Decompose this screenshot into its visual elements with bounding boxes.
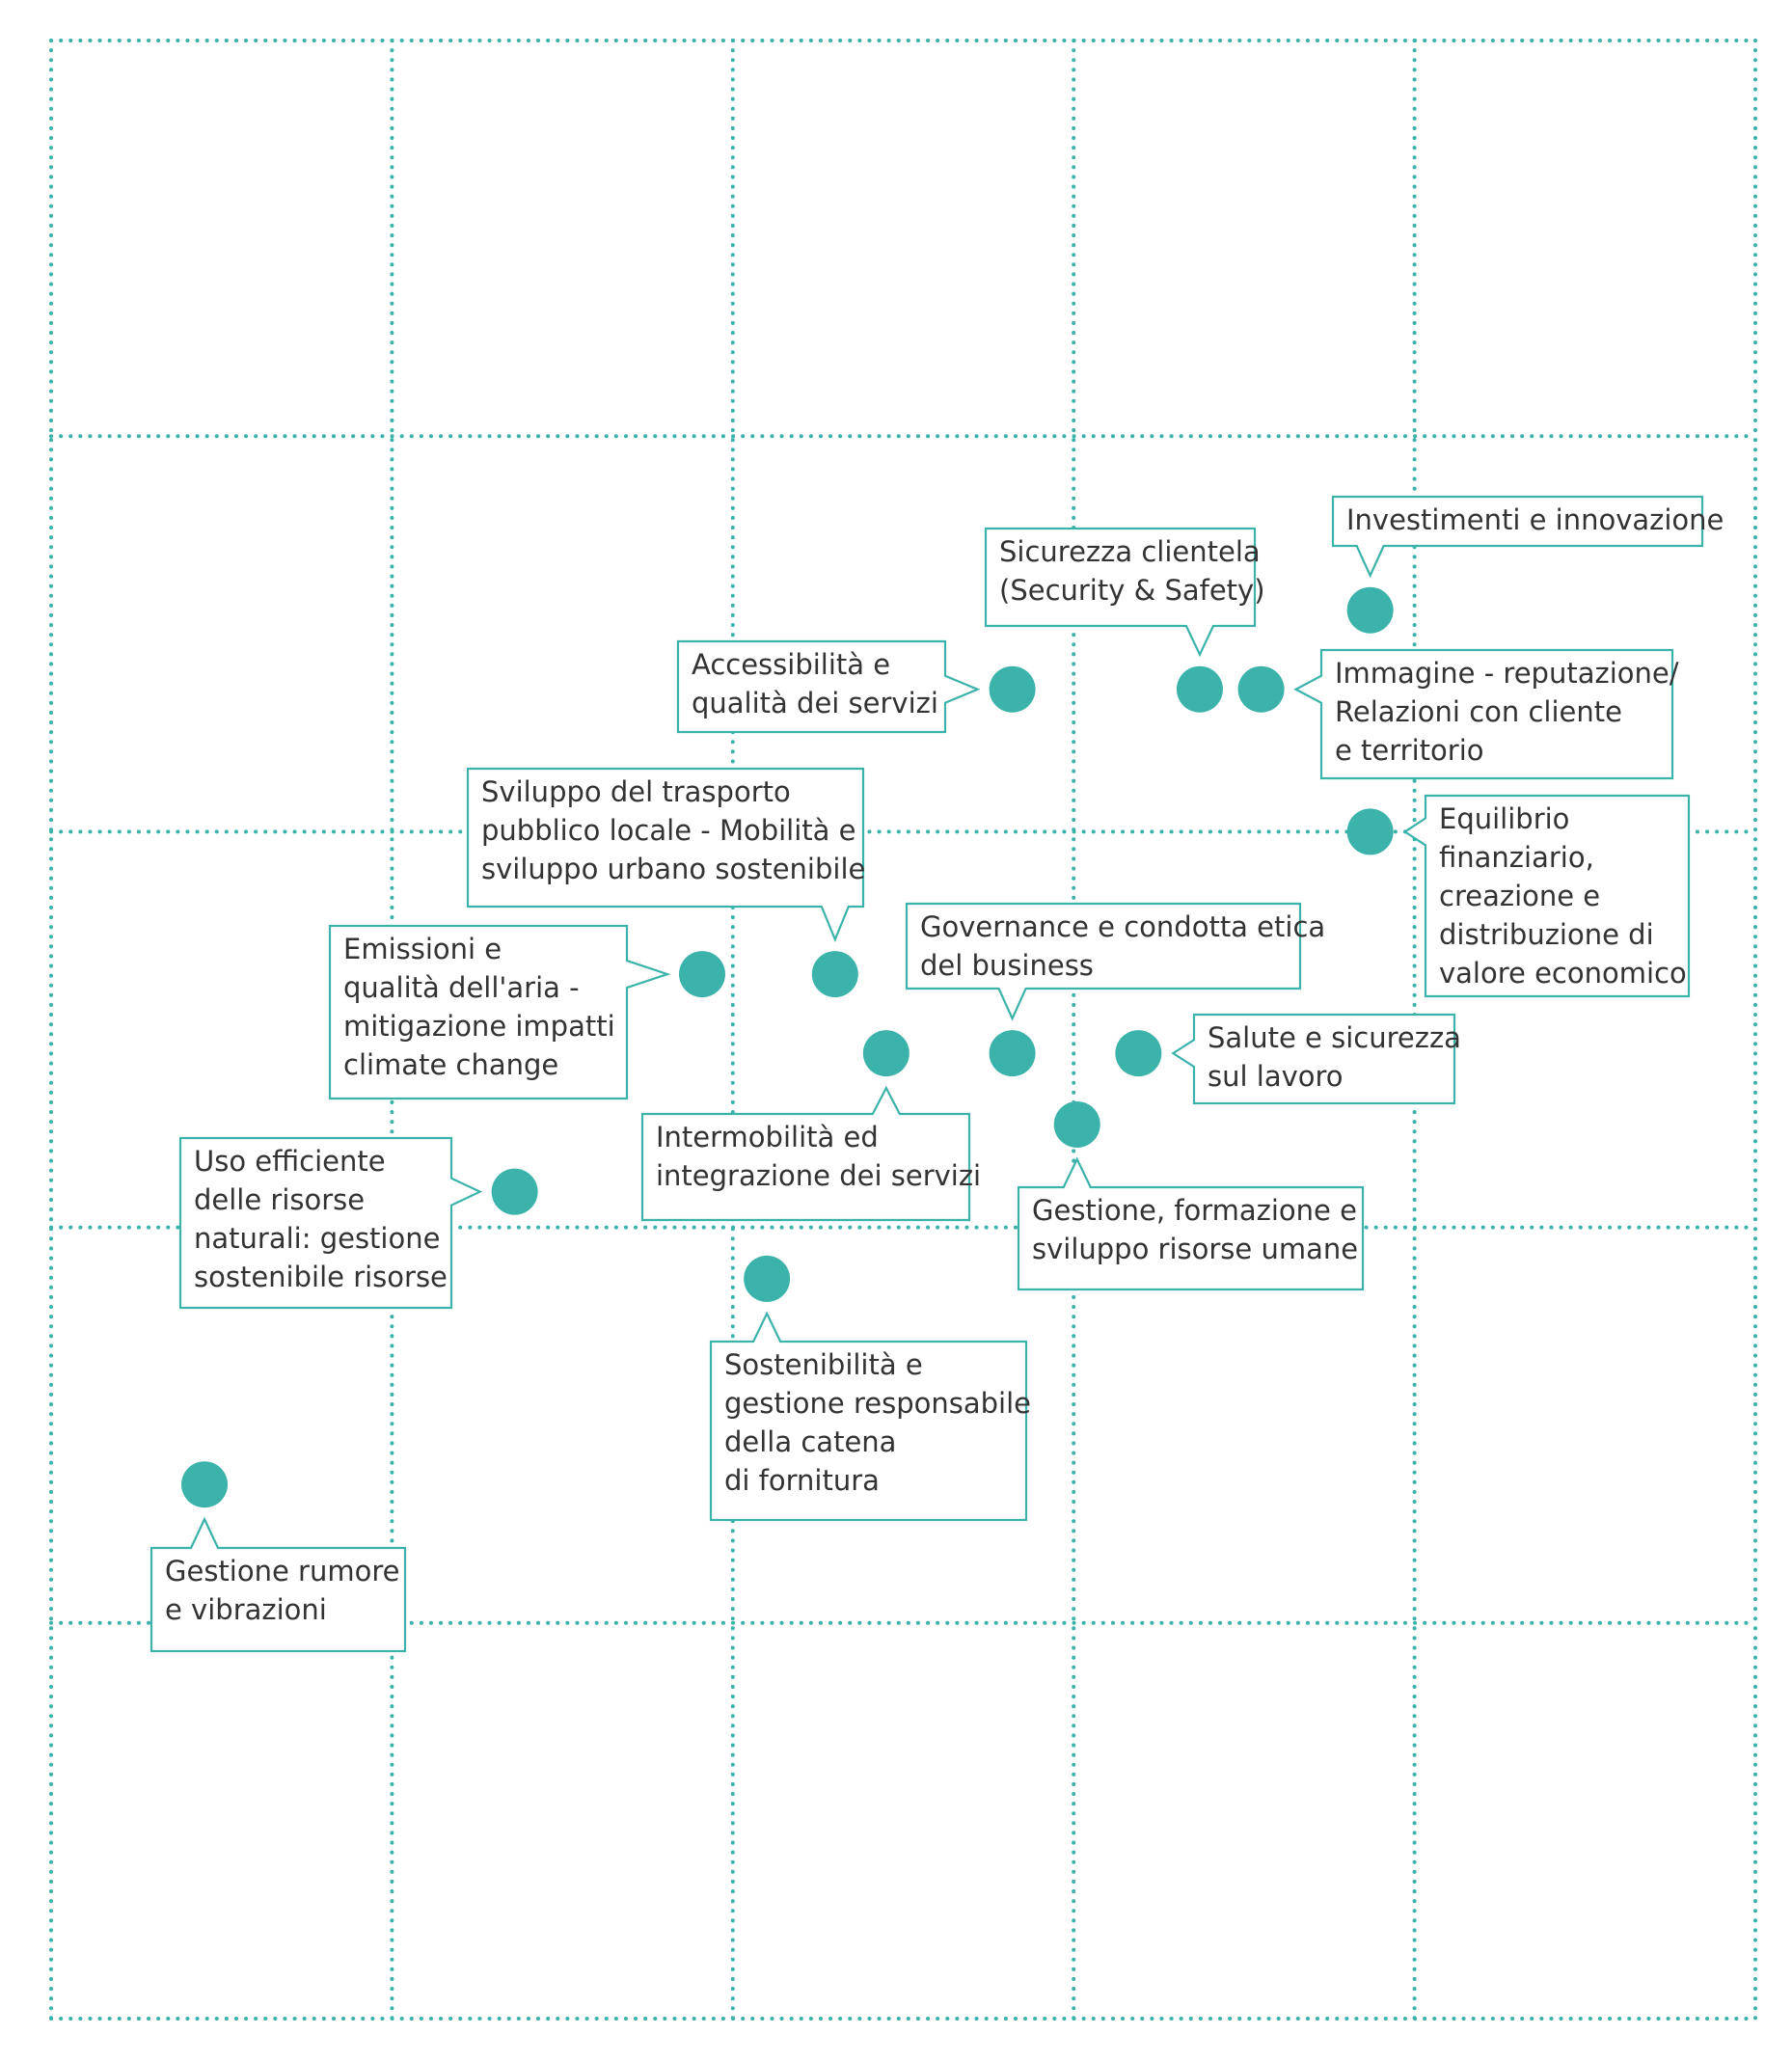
- data-point: [1346, 586, 1394, 634]
- point-label-line: qualità dei servizi: [692, 687, 938, 719]
- point-label-line: Relazioni con cliente: [1335, 695, 1622, 728]
- data-point: [1237, 665, 1285, 713]
- point-label: Accessibilità e qualità dei servizi: [692, 648, 938, 719]
- point-label-line: valore economico: [1439, 957, 1687, 990]
- point-label: Salute e sicurezza sul lavoro: [1208, 1021, 1461, 1093]
- point-label-line: Sviluppo del trasporto: [481, 775, 791, 808]
- point-label-line: e vibrazioni: [165, 1593, 327, 1626]
- callout-box: [1171, 1013, 1456, 1105]
- data-point: [1346, 808, 1394, 855]
- point-label-line: Investimenti e innovazione: [1346, 503, 1724, 536]
- point-label-line: Equilibrio: [1439, 802, 1569, 835]
- callout-box: [1331, 495, 1704, 579]
- point-label-line: mitigazione impatti: [343, 1010, 615, 1043]
- point-label: Immagine - reputazione/Relazioni con cli…: [1335, 657, 1679, 767]
- point-label-line: gestione responsabile: [724, 1387, 1031, 1420]
- point-label-line: Gestione, formazione e: [1032, 1194, 1357, 1227]
- point-label-line: Sicurezza clientela: [999, 535, 1261, 568]
- point-label: Intermobilità ed integrazione dei servizi: [656, 1121, 981, 1192]
- point-label-line: pubblico locale - Mobilità e: [481, 814, 855, 847]
- callout-box: [640, 1085, 971, 1222]
- point-label: Investimenti e innovazione: [1346, 503, 1724, 536]
- point-label: Sostenibilità e gestione responsabile dell…: [724, 1348, 1031, 1497]
- point-label-line: Uso efficiente: [194, 1145, 386, 1178]
- callout-box: [709, 1311, 1028, 1522]
- point-label-line: del business: [920, 949, 1094, 982]
- point-label-line: naturali: gestione: [194, 1222, 440, 1255]
- data-point: [989, 665, 1036, 713]
- point-label-line: (Security & Safety): [999, 574, 1265, 607]
- point-label: Gestione, formazione e sviluppo risorse u…: [1032, 1194, 1358, 1265]
- data-point: [1176, 665, 1223, 713]
- point-label-line: Salute e sicurezza: [1208, 1021, 1461, 1054]
- data-point: [678, 951, 725, 998]
- point-label-line: finanziario,: [1439, 841, 1594, 874]
- data-point: [811, 951, 858, 998]
- point-label-line: Gestione rumore: [165, 1555, 399, 1587]
- callout-box: [1402, 794, 1691, 998]
- point-label-line: sul lavoro: [1208, 1060, 1344, 1093]
- point-label-line: sviluppo urbano sostenibile: [481, 853, 865, 885]
- point-label: Governance e condotta etica del business: [920, 910, 1325, 982]
- callout-box: [178, 1136, 483, 1310]
- point-label-line: di fornitura: [724, 1464, 880, 1497]
- point-label-line: delle risorse: [194, 1183, 365, 1216]
- point-label-line: creazione e: [1439, 880, 1600, 912]
- point-label: Sviluppo del trasporto pubblico locale - …: [481, 775, 865, 885]
- point-label-line: sostenibile risorse: [194, 1261, 448, 1293]
- point-label-line: Sostenibilità e: [724, 1348, 923, 1381]
- callout-box: [1017, 1156, 1365, 1291]
- point-label-line: sviluppo risorse umane: [1032, 1233, 1358, 1265]
- point-label: Gestione rumore e vibrazioni: [165, 1555, 399, 1626]
- point-label-line: Accessibilità e: [692, 648, 890, 681]
- data-point: [1053, 1100, 1100, 1148]
- callout-box: [905, 902, 1302, 1021]
- callouts: Investimenti e innovazione Sicurezza clie…: [149, 495, 1724, 1653]
- point-label-line: climate change: [343, 1048, 558, 1081]
- data-point: [181, 1461, 229, 1508]
- point-label: Equilibrio finanziario, creazione e distrib…: [1439, 802, 1687, 990]
- data-point: [491, 1168, 538, 1215]
- point-label-line: e territorio: [1335, 734, 1484, 767]
- point-label-line: Immagine - reputazione/: [1335, 657, 1679, 690]
- point-label-line: qualità dell'aria -: [343, 971, 580, 1004]
- data-point: [1115, 1030, 1162, 1077]
- callout-box: [984, 527, 1257, 658]
- point-label-line: Intermobilità ed: [656, 1121, 879, 1153]
- point-label-line: integrazione dei servizi: [656, 1159, 981, 1192]
- point-label: Sicurezza clientela (Security & Safety): [999, 535, 1265, 607]
- point-label-line: Emissioni e: [343, 933, 502, 965]
- point-label-line: della catena: [724, 1425, 896, 1458]
- grid-lines: [49, 39, 1757, 2021]
- point-label-line: distribuzione di: [1439, 918, 1654, 951]
- point-label: Uso efficiente delle risorse naturali: ges…: [194, 1145, 448, 1293]
- data-point: [989, 1030, 1036, 1077]
- callout-box: [676, 639, 981, 734]
- data-point: [862, 1030, 910, 1077]
- data-point: [744, 1255, 791, 1302]
- data-points: [181, 586, 1394, 1508]
- callout-box: [328, 924, 671, 1100]
- point-label: Emissioni e qualità dell'aria - mitigazion…: [343, 933, 615, 1081]
- point-label-line: Governance e condotta etica: [920, 910, 1325, 943]
- callout-box: [149, 1516, 407, 1653]
- callout-box: [466, 767, 865, 942]
- callout-box: [1293, 648, 1674, 780]
